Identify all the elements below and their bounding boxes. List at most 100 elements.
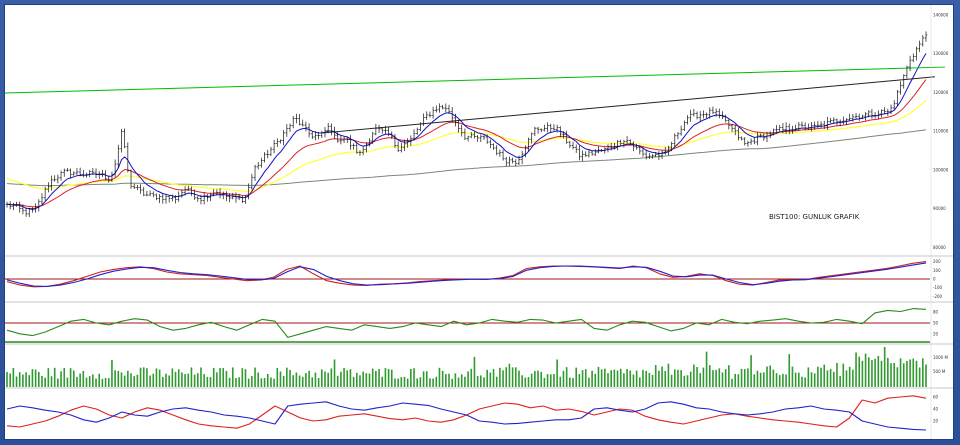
volume-bar <box>37 371 40 387</box>
volume-bar <box>731 378 733 387</box>
volume-bar <box>763 372 765 387</box>
volume-bar <box>565 367 568 387</box>
volume-bar <box>25 372 27 387</box>
volume-bar <box>139 367 142 387</box>
volume-bar <box>912 358 915 387</box>
volume-bar <box>759 372 762 387</box>
volume-bar <box>798 372 800 387</box>
volume-bar <box>791 366 794 387</box>
panel-y-tick: 80 <box>933 310 939 315</box>
volume-bar <box>804 377 806 387</box>
volume-bar <box>594 373 597 387</box>
volume-bar <box>893 362 896 387</box>
volume-bar <box>734 373 737 387</box>
volume-bar <box>136 374 139 387</box>
volume-bar <box>403 376 406 387</box>
volume-bar <box>31 369 34 387</box>
chart-annotation: BIST100: GUNLUK GRAFIK <box>769 213 860 221</box>
volume-bar <box>276 367 279 387</box>
volume-bar <box>429 378 431 387</box>
volume-bar <box>410 369 412 387</box>
volume-bar <box>158 369 161 387</box>
volume-bar <box>832 371 835 387</box>
panel-y-tick: -200 <box>933 294 943 299</box>
volume-bar <box>502 370 504 387</box>
volume-bar <box>575 367 578 387</box>
volume-bar <box>842 363 845 387</box>
volume-bar <box>435 376 438 387</box>
volume-bar <box>209 377 212 387</box>
indicator-line <box>6 261 927 288</box>
volume-bar <box>581 370 584 387</box>
volume-bar <box>505 367 508 387</box>
volume-bar <box>782 373 784 387</box>
volume-bar <box>387 369 390 387</box>
volume-bar <box>918 367 921 387</box>
volume-bar <box>470 368 473 387</box>
volume-bar <box>686 375 689 387</box>
volume-bar <box>305 373 307 387</box>
volume-bar <box>270 377 272 387</box>
oscillator-panel: 200 100 0 -100 -200 <box>5 259 943 299</box>
volume-panel: 1000 M 500 M <box>6 347 948 387</box>
volume-bar <box>117 370 120 387</box>
volume-bar <box>514 367 517 387</box>
volume-bar <box>610 370 612 387</box>
volume-bar <box>810 372 813 387</box>
volume-bar <box>521 375 523 387</box>
volume-bar <box>712 370 714 387</box>
volume-bar <box>845 370 848 387</box>
price-bars <box>5 31 928 217</box>
volume-bar <box>445 374 447 387</box>
volume-bar <box>480 375 482 387</box>
price-y-tick: 110000 <box>933 129 949 134</box>
volume-bar <box>378 369 380 387</box>
volume-bar <box>826 370 829 387</box>
indicator-line <box>6 262 927 287</box>
volume-bar <box>778 375 781 387</box>
volume-bar <box>60 371 62 387</box>
volume-bar <box>12 367 15 387</box>
volume-bar <box>104 377 107 387</box>
volume-bar <box>483 377 485 387</box>
volume-bar <box>336 375 339 387</box>
volume-bar <box>142 367 145 387</box>
panel-y-tick: 40 <box>933 407 939 412</box>
volume-bar <box>228 377 231 387</box>
volume-bar <box>823 364 826 387</box>
volume-bar <box>187 373 190 387</box>
volume-bar <box>702 367 705 387</box>
volume-bar <box>34 369 37 387</box>
volume-bar <box>349 369 352 387</box>
volume-bar <box>460 374 463 387</box>
volume-bar <box>511 367 514 387</box>
volume-bar <box>572 378 574 387</box>
volume-bar <box>909 359 911 387</box>
volume-bar <box>165 373 167 387</box>
volume-bar <box>817 366 819 387</box>
volume-bar <box>855 352 857 387</box>
volume-bar <box>79 373 81 387</box>
volume-bar <box>473 356 476 387</box>
panel-y-tick: 50 <box>933 321 939 326</box>
chart-frame: 140000 130000 120000 110000 100000 90000 80000… <box>4 4 954 440</box>
volume-bar <box>88 376 91 387</box>
volume-bar <box>301 376 304 387</box>
volume-bar <box>184 374 186 387</box>
volume-bar <box>292 375 294 387</box>
volume-bar <box>639 377 641 387</box>
volume-bar <box>282 376 285 387</box>
volume-bar <box>321 369 323 387</box>
volume-bar <box>769 365 771 387</box>
volume-bar <box>562 370 565 387</box>
volume-bar <box>222 368 225 387</box>
volume-bar <box>286 367 288 387</box>
volume-bar <box>766 366 768 387</box>
volume-bar <box>718 368 721 387</box>
volume-bar <box>699 373 702 387</box>
volume-bar <box>534 370 536 387</box>
volume-bar <box>193 374 196 387</box>
volume-bar <box>540 371 543 387</box>
volume-bar <box>57 378 59 387</box>
volume-bar <box>750 355 752 387</box>
